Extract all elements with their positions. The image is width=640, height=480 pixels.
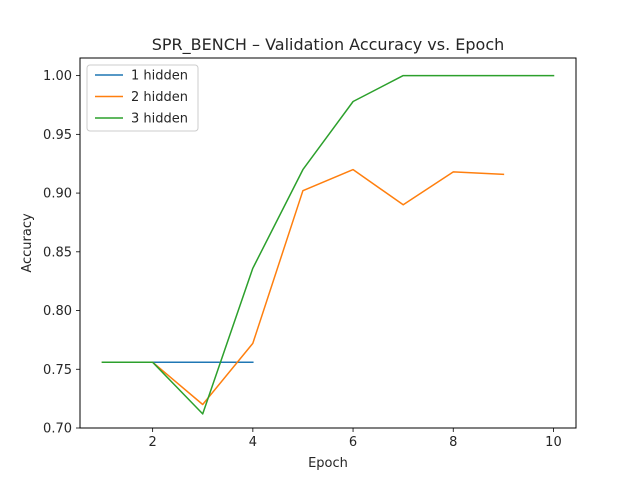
legend-box — [86, 64, 199, 132]
y-tick-label: 0.85 — [43, 245, 72, 260]
legend-label-2: 2 hidden — [131, 90, 188, 105]
y-axis-label: Accuracy — [20, 213, 35, 273]
series-line-3 — [101, 74, 555, 415]
x-tick-label: 8 — [449, 435, 457, 450]
plot-area-frame — [79, 57, 577, 429]
legend-entries: 1 hidden 2 hidden 3 hidden — [95, 69, 188, 127]
series-line-2 — [101, 168, 505, 406]
legend: 1 hidden 2 hidden 3 hidden — [86, 64, 199, 132]
y-tick-label: 1.00 — [43, 69, 72, 84]
chart-title: SPR_BENCH – Validation Accuracy vs. Epoc… — [152, 35, 505, 55]
x-tick-label: 10 — [545, 435, 562, 450]
y-tick-label: 0.90 — [43, 187, 72, 202]
y-tick-label: 0.80 — [43, 304, 72, 319]
series-layer — [101, 74, 555, 415]
x-tick-label: 6 — [349, 435, 357, 450]
y-tick-label: 0.95 — [43, 128, 72, 143]
y-tick-label: 0.75 — [43, 363, 72, 378]
x-axis-ticks: 2 4 6 8 10 — [149, 428, 562, 450]
x-axis-label: Epoch — [308, 456, 348, 471]
x-tick-label: 2 — [149, 435, 157, 450]
y-tick-label: 0.70 — [43, 422, 72, 437]
legend-label-3: 3 hidden — [131, 112, 188, 127]
x-tick-label: 4 — [249, 435, 257, 450]
y-axis-ticks: 0.70 0.75 0.80 0.85 0.90 0.95 1.00 — [43, 69, 80, 437]
legend-label-1: 1 hidden — [131, 69, 188, 84]
